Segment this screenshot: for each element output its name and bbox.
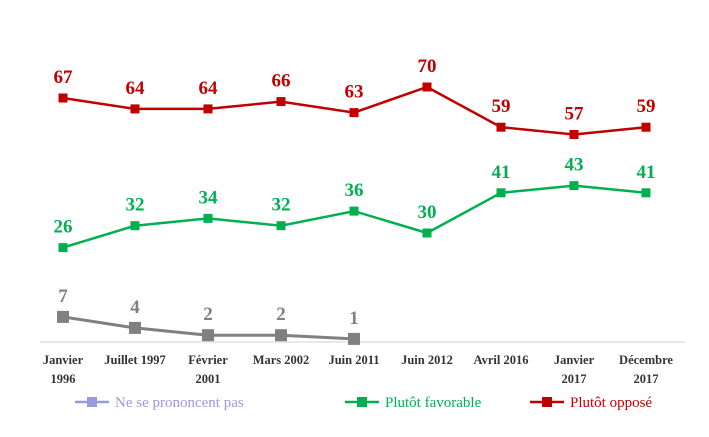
series-0: 7 4 2 2 1 [57,286,360,345]
data-label: 30 [418,202,437,223]
data-label: 59 [492,96,511,117]
data-point [496,122,506,132]
data-point [275,329,287,342]
x-tick-label: Avril 2016 [474,353,529,367]
x-tick-label: Juin 2012 [401,353,453,367]
data-point [641,122,651,132]
data-label: 64 [199,78,219,99]
x-tick-label: Juillet 1997 [104,353,165,367]
data-label: 70 [418,56,437,77]
x-tick-label: Mars 2002 [253,353,310,367]
series-2: 67 64 64 66 63 70 59 57 59 [54,56,656,139]
data-point [422,228,432,238]
data-point [57,310,69,323]
x-tick-label: Janvier 2017 [554,353,595,386]
legend-item: Ne se prononcent pas [75,395,244,411]
legend-item: Plutôt favorable [345,395,482,411]
data-label: 66 [272,71,291,92]
legend-label: Plutôt opposé [570,395,652,411]
data-point [202,329,214,342]
legend-item: Plutôt opposé [530,395,652,411]
data-label: 64 [126,78,146,99]
data-point [348,332,360,345]
x-tick-label: Décembre 2017 [619,353,673,386]
x-tick-label: Juin 2011 [328,353,379,367]
data-point [641,188,651,198]
data-label: 34 [199,187,219,208]
data-label: 32 [272,195,291,216]
data-point [58,243,68,253]
data-label: 1 [349,308,359,329]
x-tick-labels: Janvier 1996 Juillet 1997 Février 2001 Mars 2… [43,353,674,386]
data-point [349,108,359,118]
data-label: 67 [54,67,74,88]
data-point [203,104,213,114]
data-label: 7 [58,286,68,307]
data-label: 41 [492,162,511,183]
data-label: 41 [637,162,656,183]
data-point [276,97,286,107]
series-1: 26 32 34 32 36 30 41 43 41 [54,155,656,253]
data-label: 4 [130,297,140,318]
data-point [130,104,140,114]
x-tick-label: Février 2001 [188,353,228,386]
data-point [276,221,286,231]
legend-swatch-marker [542,397,552,407]
legend-label: Plutôt favorable [385,395,482,411]
x-tick-label: Janvier 1996 [43,353,84,386]
data-point [130,221,140,231]
data-label: 26 [54,217,73,238]
legend: Ne se prononcent pas Plutôt favorable Plut… [75,395,652,411]
data-label: 32 [126,195,145,216]
legend-swatch-marker [87,397,97,407]
data-label: 57 [565,104,585,125]
legend-swatch-marker [357,397,367,407]
data-label: 59 [637,96,656,117]
data-point [569,130,579,139]
data-label: 2 [203,304,213,325]
data-point [496,188,506,198]
data-label: 36 [345,180,364,201]
data-point [422,82,432,92]
series-layer: 7 4 2 2 1 26 32 34 32 36 30 41 43 41 67 64 64 66 63 70 59 57 5… [54,56,656,345]
data-point [203,213,213,223]
data-point [349,206,359,216]
data-point [569,181,579,191]
data-point [129,321,141,334]
data-label: 2 [276,304,286,325]
data-point [58,93,68,103]
data-label: 63 [345,82,364,103]
legend-label: Ne se prononcent pas [115,395,244,411]
data-label: 43 [565,155,584,176]
